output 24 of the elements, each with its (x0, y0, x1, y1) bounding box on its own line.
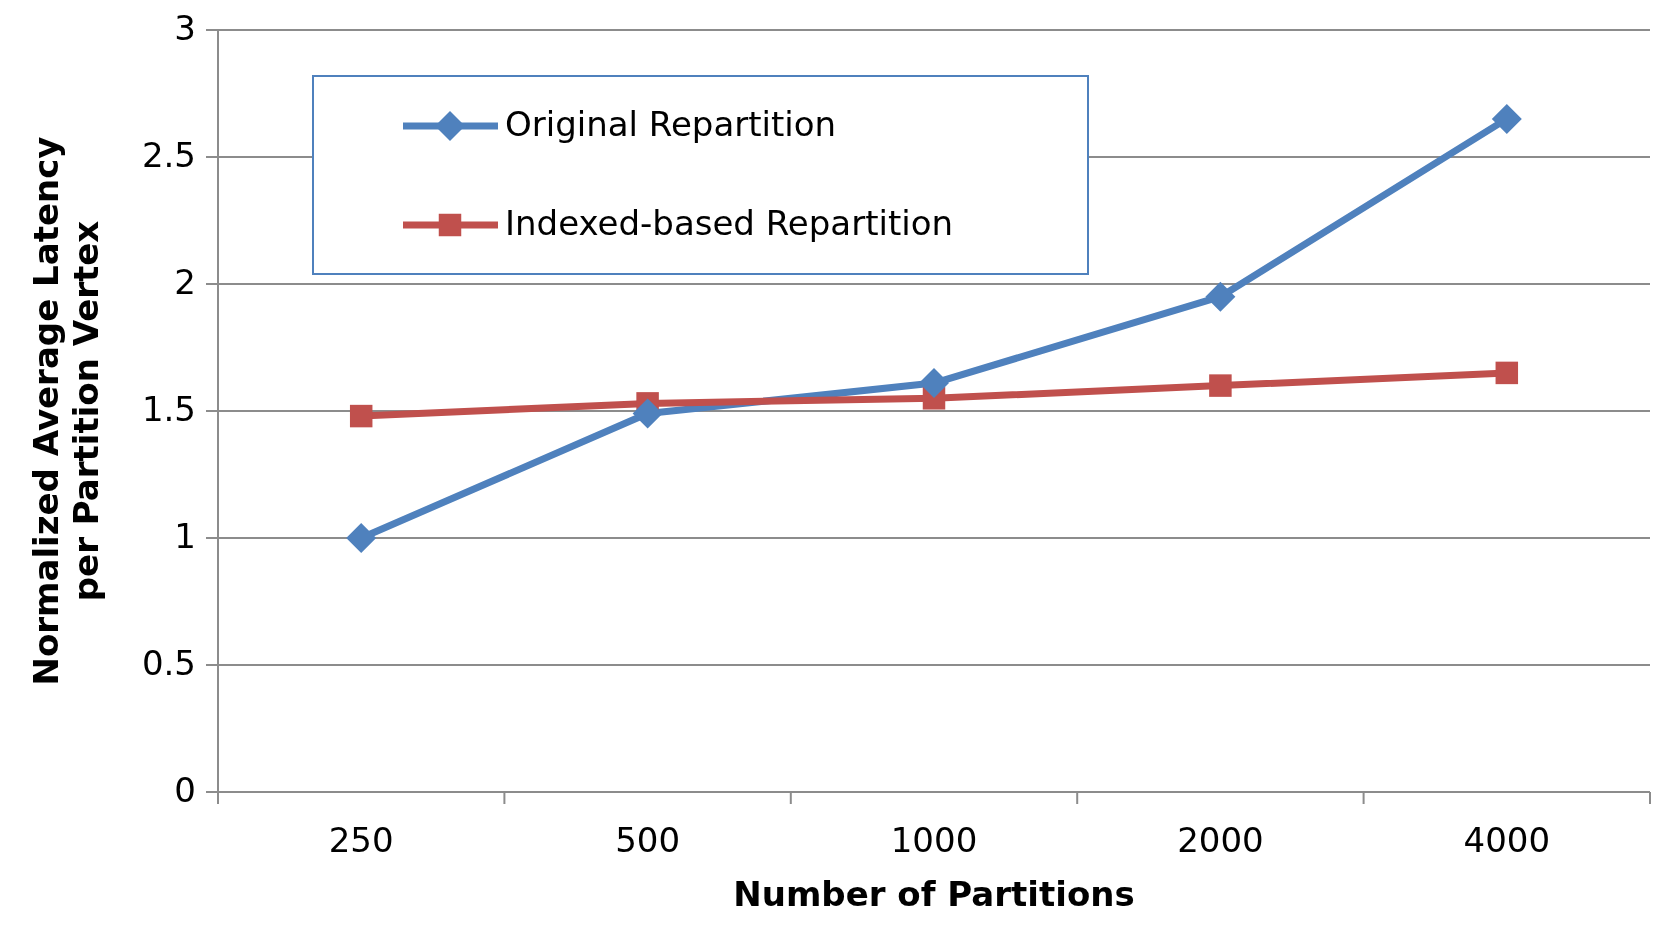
y-tick-label: 3 (174, 7, 196, 48)
y-tick-label: 2.5 (141, 134, 196, 175)
y-tick-label: 1.5 (141, 388, 196, 429)
point (1495, 361, 1519, 385)
y-tick-label: 2 (174, 261, 196, 302)
x-tick-label: 250 (328, 820, 394, 860)
x-tick-label: 1000 (890, 820, 978, 860)
y-tick-label: 0 (174, 769, 196, 810)
point (1205, 281, 1236, 312)
point (346, 523, 377, 553)
point (1491, 103, 1522, 134)
point (632, 398, 663, 429)
x-tick-label: 4000 (1463, 820, 1551, 860)
point (919, 368, 949, 399)
x-axis-title: Number of Partitions (733, 874, 1135, 914)
x-tick-label: 2000 (1177, 820, 1264, 860)
legend-label: Original Repartition (505, 103, 837, 144)
point (349, 404, 373, 428)
x-tick-label: 500 (615, 820, 681, 860)
y-axis-title: Normalized Average Latency per Partition Vertex (26, 136, 106, 686)
y-tick-label: 0.5 (141, 642, 196, 683)
y-tick-label: 1 (174, 515, 196, 556)
point (1209, 374, 1232, 397)
legend-label: Indexed-based Repartition (505, 202, 954, 243)
